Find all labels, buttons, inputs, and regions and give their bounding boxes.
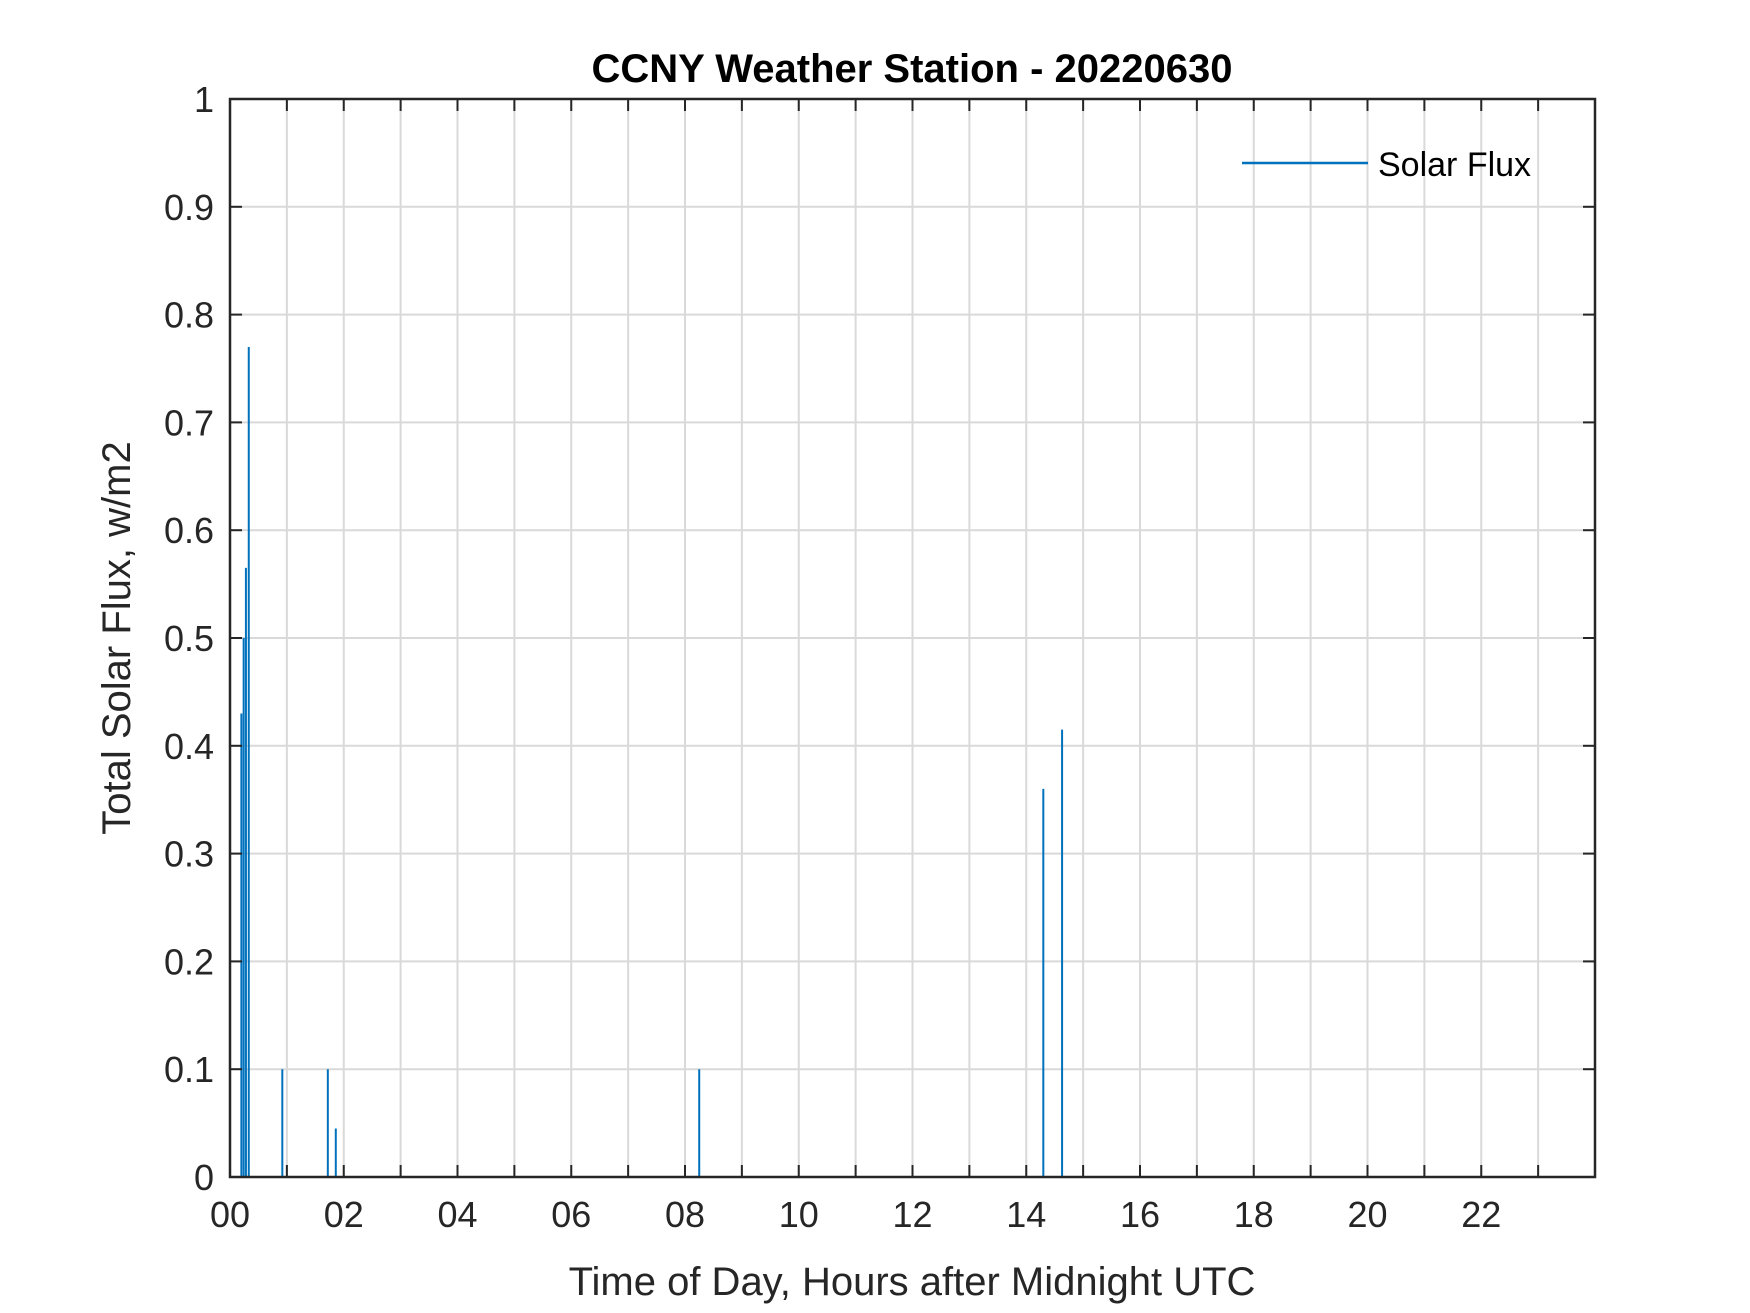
grid [230, 99, 1595, 1177]
legend-label-solar-flux: Solar Flux [1378, 146, 1531, 184]
data-layer [240, 346, 1064, 1177]
x-tick-labels: 00 02 04 06 08 10 12 14 16 18 20 22 [210, 1194, 1501, 1235]
x-axis-label: Time of Day, Hours after Midnight UTC [569, 1260, 1256, 1304]
y-tick-label: 0.1 [164, 1049, 214, 1090]
axes-box [228, 97, 1597, 1179]
y-tick-label: 1 [194, 79, 214, 120]
y-tick-label: 0.8 [164, 295, 214, 336]
y-tick-label: 0.2 [164, 941, 214, 982]
x-tick-label: 10 [779, 1194, 819, 1235]
x-tick-label: 14 [1006, 1194, 1046, 1235]
y-tick-labels: 0 0.1 0.2 0.3 0.4 0.5 0.6 0.7 0.8 0.9 1 [164, 79, 214, 1198]
x-tick-label: 00 [210, 1194, 250, 1235]
chart-title: CCNY Weather Station - 20220630 [592, 47, 1233, 91]
legend: Solar Flux [1242, 146, 1531, 184]
x-tick-label: 22 [1461, 1194, 1501, 1235]
y-tick-label: 0.5 [164, 618, 214, 659]
x-tick-label: 18 [1234, 1194, 1274, 1235]
y-tick-label: 0.4 [164, 726, 214, 767]
x-tick-label: 16 [1120, 1194, 1160, 1235]
x-tick-label: 12 [892, 1194, 932, 1235]
y-tick-label: 0.6 [164, 510, 214, 551]
x-tick-label: 04 [437, 1194, 477, 1235]
x-tick-label: 20 [1347, 1194, 1387, 1235]
x-tick-label: 08 [665, 1194, 705, 1235]
y-axis-label: Total Solar Flux, w/m2 [95, 441, 139, 834]
x-tick-label: 06 [551, 1194, 591, 1235]
ticks [229, 98, 1595, 1178]
y-tick-label: 0.3 [164, 834, 214, 875]
y-tick-label: 0.9 [164, 187, 214, 228]
x-tick-label: 02 [324, 1194, 364, 1235]
y-tick-label: 0.7 [164, 402, 214, 443]
y-tick-label: 0 [194, 1157, 214, 1198]
